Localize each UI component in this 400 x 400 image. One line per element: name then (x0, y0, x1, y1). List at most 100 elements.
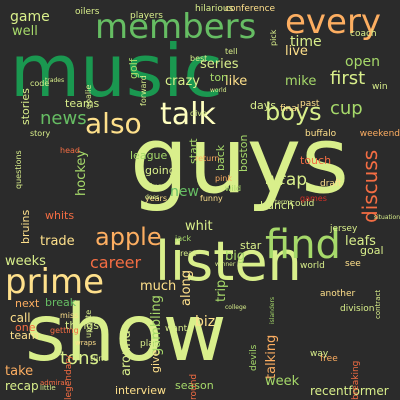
word-forward: forward (139, 75, 148, 106)
word-teams: teams (65, 97, 100, 110)
word-conference: conference (225, 4, 276, 14)
word-series: series (200, 57, 239, 72)
word-world: world (210, 87, 227, 94)
word-years: years (145, 194, 168, 203)
word-call: call (10, 311, 31, 325)
word-jersey: jersey (330, 224, 358, 234)
word-funny: funny (200, 194, 223, 203)
word-news: news (40, 108, 87, 129)
word-tell: tell (225, 47, 238, 56)
word-week: week (265, 374, 300, 389)
word-winner: winner (215, 261, 236, 268)
word-season: season (175, 379, 214, 392)
word-situation: situation (373, 214, 400, 221)
word-best: best (190, 54, 208, 63)
word-hilarious: hilarious (195, 4, 234, 14)
word-world: world (300, 261, 325, 271)
word-live: live (285, 44, 308, 59)
word-contract: contract (374, 289, 382, 319)
word-like: like (225, 74, 248, 89)
word-going: going (145, 164, 176, 177)
word-tune: tune (90, 354, 109, 363)
word-along: along (179, 269, 194, 306)
word-show: show (25, 289, 227, 379)
word-legendary: legendary (64, 354, 74, 400)
word-blues: blues (145, 182, 167, 191)
word-talking: talking (264, 334, 279, 379)
word-leafs: leafs (345, 234, 376, 249)
word-want: want (165, 324, 188, 334)
word-prime: prime (5, 262, 105, 302)
word-does: does (145, 194, 160, 201)
word-boston: boston (237, 134, 250, 172)
word-breaking: breaking (351, 360, 361, 400)
word-crazy: crazy (165, 74, 200, 89)
word-every: every (285, 2, 382, 42)
word-well: well (12, 24, 38, 39)
word-one: one (15, 321, 36, 334)
word-days: days (250, 99, 276, 112)
word-discuss: discuss (358, 149, 382, 223)
word-buffalo: buffalo (305, 129, 337, 139)
word-boys: boys (265, 98, 322, 126)
word-touch: touch (300, 154, 332, 167)
word-pink: pink (215, 174, 233, 183)
word-first: first (330, 68, 366, 89)
word-much: much (140, 279, 177, 294)
word-weekend: weekend (359, 129, 400, 139)
word-members: members (95, 7, 257, 47)
word-could: could (290, 199, 315, 209)
word-league: league (130, 149, 168, 162)
word-cup: cup (330, 98, 363, 119)
word-admiral: admiral (40, 379, 67, 387)
word-wraps: wraps (75, 339, 96, 347)
word-play: play (140, 339, 160, 349)
word-devils: devils (249, 344, 259, 371)
word-free: free (320, 354, 338, 364)
word-head: head (60, 146, 80, 155)
word-big: big (225, 249, 246, 264)
word-break: break (45, 296, 77, 309)
word-goal: goal (360, 244, 384, 257)
word-code: code (30, 79, 50, 88)
word-another: another (320, 289, 356, 299)
word-find: find (265, 222, 341, 268)
word-final: final (280, 104, 300, 114)
word-stories: stories (19, 88, 32, 125)
word-miss: miss (60, 311, 79, 320)
word-last: last (265, 174, 285, 187)
word-guys: guys (130, 107, 350, 214)
word-game: game (10, 9, 50, 25)
word-take: take (5, 364, 34, 379)
word-dive: dive (190, 109, 207, 118)
word-story: story (30, 129, 51, 138)
word-jack: jack (175, 234, 192, 243)
word-weeks: weeks (5, 254, 46, 269)
word-terms: terms (275, 199, 293, 206)
word-games: games (300, 194, 327, 203)
word-college: college (225, 304, 247, 311)
word-draft: draft (320, 179, 342, 189)
word-recap: recap (5, 379, 39, 393)
word-apple: apple (95, 223, 162, 251)
word-players: players (130, 11, 163, 21)
word-bruins: bruins (19, 209, 32, 244)
word-islanders: islanders (269, 296, 276, 324)
word-hockey: hockey (74, 149, 89, 196)
word-wrap: wrap (265, 170, 308, 190)
word-star: star (240, 239, 262, 252)
word-new: new (170, 184, 199, 200)
word-bunch: bunch (260, 199, 294, 212)
word-whits: whits (45, 209, 75, 222)
word-recentformer: recentformer (310, 384, 389, 398)
word-interview: interview (115, 384, 166, 397)
word-goalie: goalie (84, 84, 93, 109)
word-little: little (40, 384, 56, 392)
word-open: open (345, 54, 380, 70)
word-pick: pick (269, 29, 278, 46)
word-whit: whit (185, 219, 213, 234)
word-win: win (372, 82, 388, 92)
word-tons: tons (60, 348, 99, 369)
word-oilers: oilers (75, 7, 100, 17)
